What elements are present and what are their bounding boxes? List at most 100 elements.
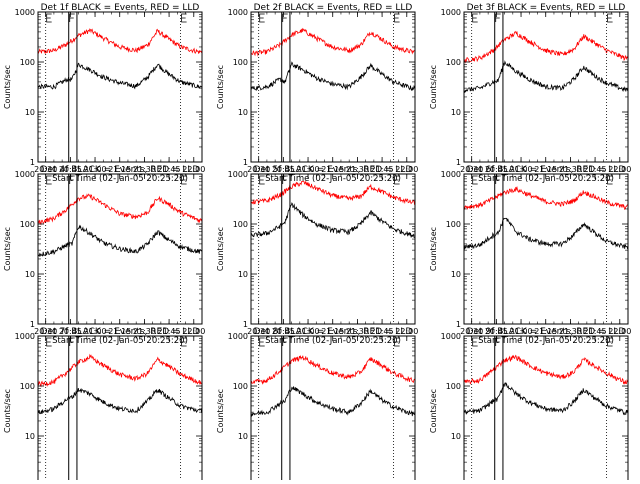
y-tick-label: 10 <box>238 108 248 117</box>
chart-title: Det 9f BLACK = Events, RED = LLD <box>467 327 626 337</box>
series-line-events <box>38 224 202 258</box>
y-axis-label: Counts/sec <box>429 227 438 271</box>
series-line-events <box>464 382 628 416</box>
plot-area <box>38 193 202 258</box>
y-tick-label: 10 <box>238 432 248 441</box>
marker-e-start-glyph <box>46 13 52 23</box>
marker-e-end-glyph <box>607 337 613 347</box>
marker-e-start-glyph <box>46 175 52 185</box>
marker-e-start-glyph <box>472 175 478 185</box>
y-axis-label: Counts/sec <box>3 65 12 109</box>
chart-title: Det 7f BLACK = Events, RED = LLD <box>41 327 200 337</box>
y-tick-label: 100 <box>20 220 35 229</box>
y-tick-label: 10 <box>25 108 35 117</box>
series-line-events <box>38 388 202 415</box>
x-tick-label: 20:30 <box>247 165 270 174</box>
marker-f-glyph <box>69 13 75 22</box>
y-tick-label: 100 <box>233 220 248 229</box>
y-tick-label: 1 <box>243 320 248 329</box>
x-tick-label: 21:15 <box>534 327 557 336</box>
y-tick-label: 1 <box>243 158 248 167</box>
marker-e-end-glyph <box>181 175 187 185</box>
x-tick-label: 20:45 <box>59 327 82 336</box>
x-tick-label: 22:00 <box>395 165 418 174</box>
chart-panel-9: Det 9f BLACK = Events, RED = LLD11010010… <box>429 327 629 484</box>
series-line-events <box>251 61 415 92</box>
x-tick-label: 20:45 <box>59 165 82 174</box>
series-line-events <box>38 62 202 90</box>
x-tick-label: 21:45 <box>371 327 394 336</box>
marker-e-end-glyph <box>394 13 400 23</box>
x-tick-label: 21:30 <box>133 327 156 336</box>
series-line-events <box>464 217 628 250</box>
y-tick-label: 100 <box>446 382 461 391</box>
chart-panel-3: Det 3f BLACK = Events, RED = LLD 1 10 100 10… <box>429 3 631 184</box>
marker-e-start-glyph <box>259 13 265 23</box>
series-line-lld <box>464 354 628 385</box>
y-tick-label: 10 <box>238 270 248 279</box>
chart-panel-2: Det 2f BLACK = Events, RED = LLD 1 10 100 10… <box>216 3 418 184</box>
x-tick-label: 21:00 <box>84 165 107 174</box>
y-tick-label: 10 <box>451 108 461 117</box>
marker-e-end-glyph <box>181 337 187 347</box>
chart-title: Det 1f BLACK = Events, RED = LLD <box>41 3 200 13</box>
plot-frame <box>463 173 629 325</box>
marker-e-start-glyph <box>259 337 265 347</box>
x-tick-label: 21:30 <box>559 165 582 174</box>
x-tick-label: 21:30 <box>133 165 156 174</box>
y-axis-label: Counts/sec <box>216 227 225 271</box>
y-axis-label: Counts/sec <box>3 227 12 271</box>
plot-frame <box>250 11 416 163</box>
x-tick-label: 21:15 <box>108 165 131 174</box>
chart-title: Det 2f BLACK = Events, RED = LLD <box>254 3 413 13</box>
chart-title: Det 3f BLACK = Events, RED = LLD <box>467 3 626 13</box>
x-tick-label: 22:00 <box>395 327 418 336</box>
plot-area <box>38 353 202 415</box>
marker-e-start-glyph <box>259 175 265 185</box>
marker-f-glyph <box>495 175 501 184</box>
marker-e-end-glyph <box>181 13 187 23</box>
y-tick-label: 100 <box>20 382 35 391</box>
y-tick-label: 1 <box>30 158 35 167</box>
chart-title: Det 6f BLACK = Events, RED = LLD <box>467 165 626 175</box>
y-tick-label: 1000 <box>15 8 35 17</box>
plot-area <box>251 27 415 92</box>
x-tick-label: 20:30 <box>460 165 483 174</box>
series-line-events <box>251 386 415 417</box>
plot-area <box>464 354 628 416</box>
series-line-lld <box>464 30 628 64</box>
x-tick-label: 21:15 <box>321 165 344 174</box>
x-tick-label: 21:00 <box>84 327 107 336</box>
x-tick-label: 22:00 <box>608 165 631 174</box>
chart-panel-7: Det 7f BLACK = Events, RED = LLD11010010… <box>3 327 203 484</box>
series-line-events <box>464 60 628 94</box>
x-tick-label: 21:15 <box>321 327 344 336</box>
x-tick-label: 20:45 <box>272 165 295 174</box>
x-tick-label: 21:00 <box>510 327 533 336</box>
y-axis-label: Counts/sec <box>429 65 438 109</box>
marker-e-end-glyph <box>607 13 613 23</box>
plot-frame <box>37 173 203 325</box>
y-tick-label: 10 <box>451 432 461 441</box>
plot-area <box>464 30 628 94</box>
x-tick-label: 21:30 <box>346 165 369 174</box>
y-tick-label: 1000 <box>441 8 461 17</box>
series-line-lld <box>38 193 202 226</box>
series-line-lld <box>464 185 628 211</box>
chart-title: Det 4f BLACK = Events, RED = LLD <box>41 165 200 175</box>
chart-title: Det 5f BLACK = Events, RED = LLD <box>254 165 413 175</box>
x-tick-label: 21:00 <box>297 327 320 336</box>
y-tick-label: 100 <box>446 220 461 229</box>
y-tick-label: 1 <box>30 320 35 329</box>
y-tick-label: 1000 <box>441 332 461 341</box>
chart-title: Det 8f BLACK = Events, RED = LLD <box>254 327 413 337</box>
y-tick-label: 1000 <box>228 8 248 17</box>
x-tick-label: 22:00 <box>182 165 205 174</box>
y-axis-label: Counts/sec <box>216 389 225 433</box>
x-tick-label: 20:30 <box>34 165 57 174</box>
chart-panel-6: Det 6f BLACK = Events, RED = LLD 1 10 100 10… <box>429 165 631 346</box>
marker-e-end-glyph <box>394 175 400 185</box>
x-tick-label: 21:30 <box>346 327 369 336</box>
plot-frame <box>463 335 629 484</box>
plot-area <box>251 180 415 238</box>
